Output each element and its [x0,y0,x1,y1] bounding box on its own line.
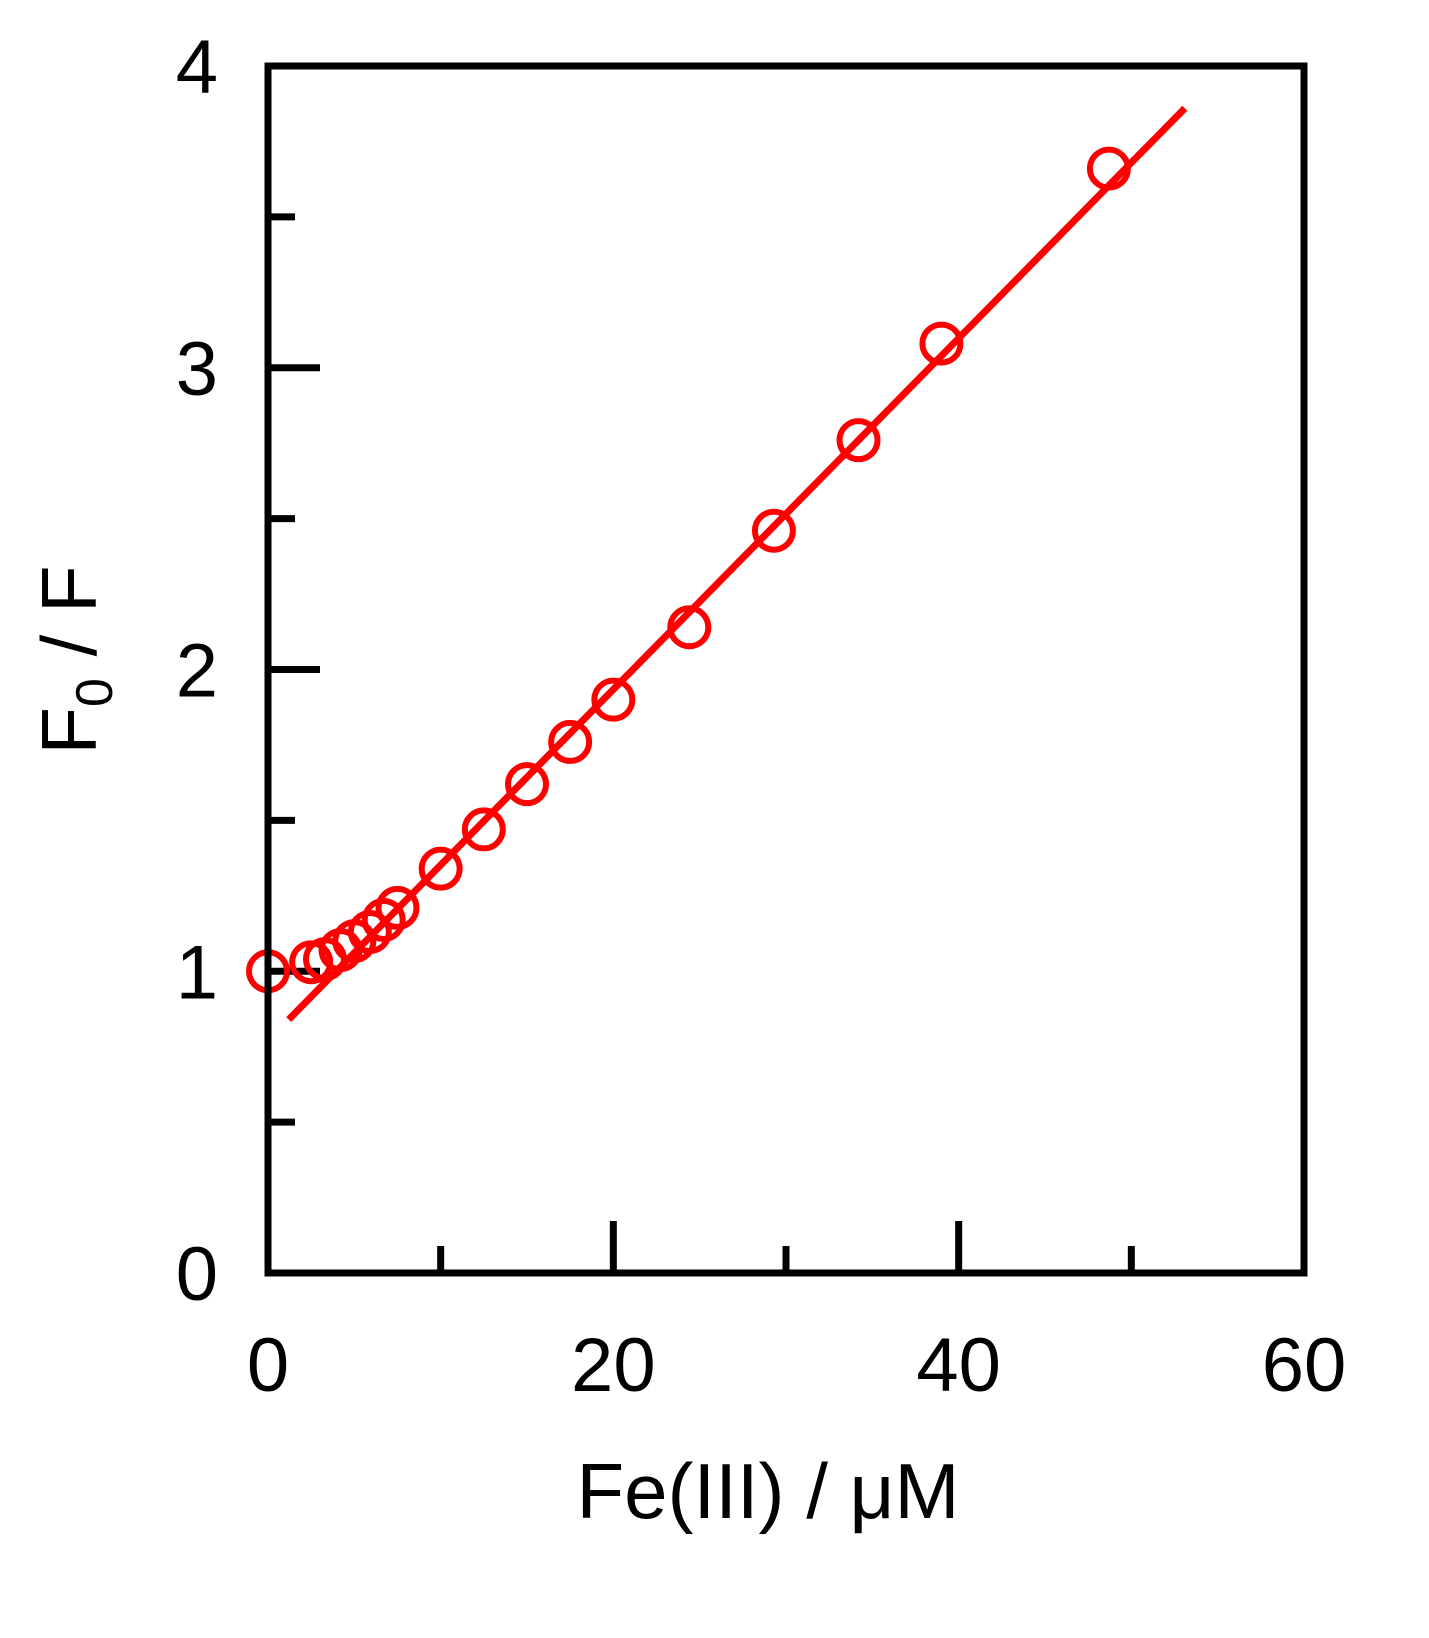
fit-line-group [286,105,1188,1022]
data-point [548,719,593,764]
data-point [361,897,406,942]
x-tick-label: 60 [1262,1323,1347,1408]
x-tick-label: 0 [247,1323,289,1408]
data-point [751,508,796,553]
data-point [505,762,549,807]
tick-labels: 0 20 40 60 0 1 2 3 4 [176,25,1347,1408]
x-axis-label: Fe(III) / μM [577,1447,960,1535]
data-point [667,605,712,650]
data-point [1086,146,1131,191]
axis-ticks [268,213,1135,1273]
y-tick-label: 2 [176,629,218,714]
data-point [375,885,420,930]
data-point [591,677,636,722]
data-point [347,910,392,955]
x-tick-label: 40 [916,1323,1001,1408]
data-point [418,846,463,891]
plot-frame [264,62,1308,1277]
y-tick-label: 4 [176,25,218,110]
data-point [919,321,964,366]
data-point [461,807,506,852]
fit-line [286,105,1188,1022]
x-tick-label: 20 [571,1323,656,1408]
data-point [836,418,881,463]
y-axis-label-subscript: 0 [66,678,124,707]
y-axis-label: F0 / F [25,565,124,754]
y-axis-label-rest: / F [25,565,113,678]
y-tick-label: 1 [176,930,218,1015]
y-axis-label-main: F [25,707,113,755]
y-tick-label: 3 [176,327,218,412]
data-points [246,146,1131,994]
y-tick-label: 0 [176,1232,218,1317]
